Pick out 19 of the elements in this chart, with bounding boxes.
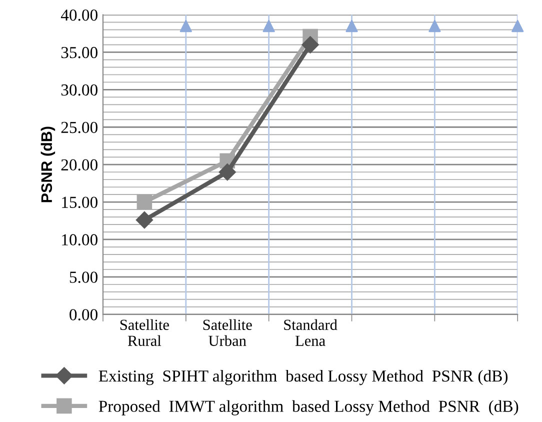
- y-axis-title: PSNR (dB): [40, 126, 56, 202]
- y-tick-label: 20.00: [61, 159, 98, 171]
- y-tick-label: 15.00: [62, 196, 98, 208]
- point: [136, 194, 152, 210]
- x-tick-label: Satellite Rural: [120, 319, 169, 346]
- x-tick-label: Standard Lena: [284, 319, 338, 346]
- y-tick-label: 35.00: [61, 46, 98, 58]
- y-tick-label: 40.00: [60, 9, 98, 21]
- legend-label: Existing SPIHT algorithm based Lossy Method PSNR (dB): [98, 370, 508, 386]
- y-tick-label: 30.00: [61, 84, 98, 96]
- point: [218, 164, 236, 181]
- point: [302, 36, 319, 54]
- y-tick-label: 0.00: [70, 309, 98, 320]
- y-tick-label: 10.00: [62, 234, 98, 246]
- y-tick-label: 25.00: [61, 122, 98, 134]
- point: [136, 211, 153, 229]
- legend-label: Proposed IMWT algorithm based Lossy Method PSNR (dB): [98, 400, 518, 416]
- y-tick-label: 5.00: [70, 272, 98, 283]
- x-tick-label: Satellite Urban: [203, 319, 252, 346]
